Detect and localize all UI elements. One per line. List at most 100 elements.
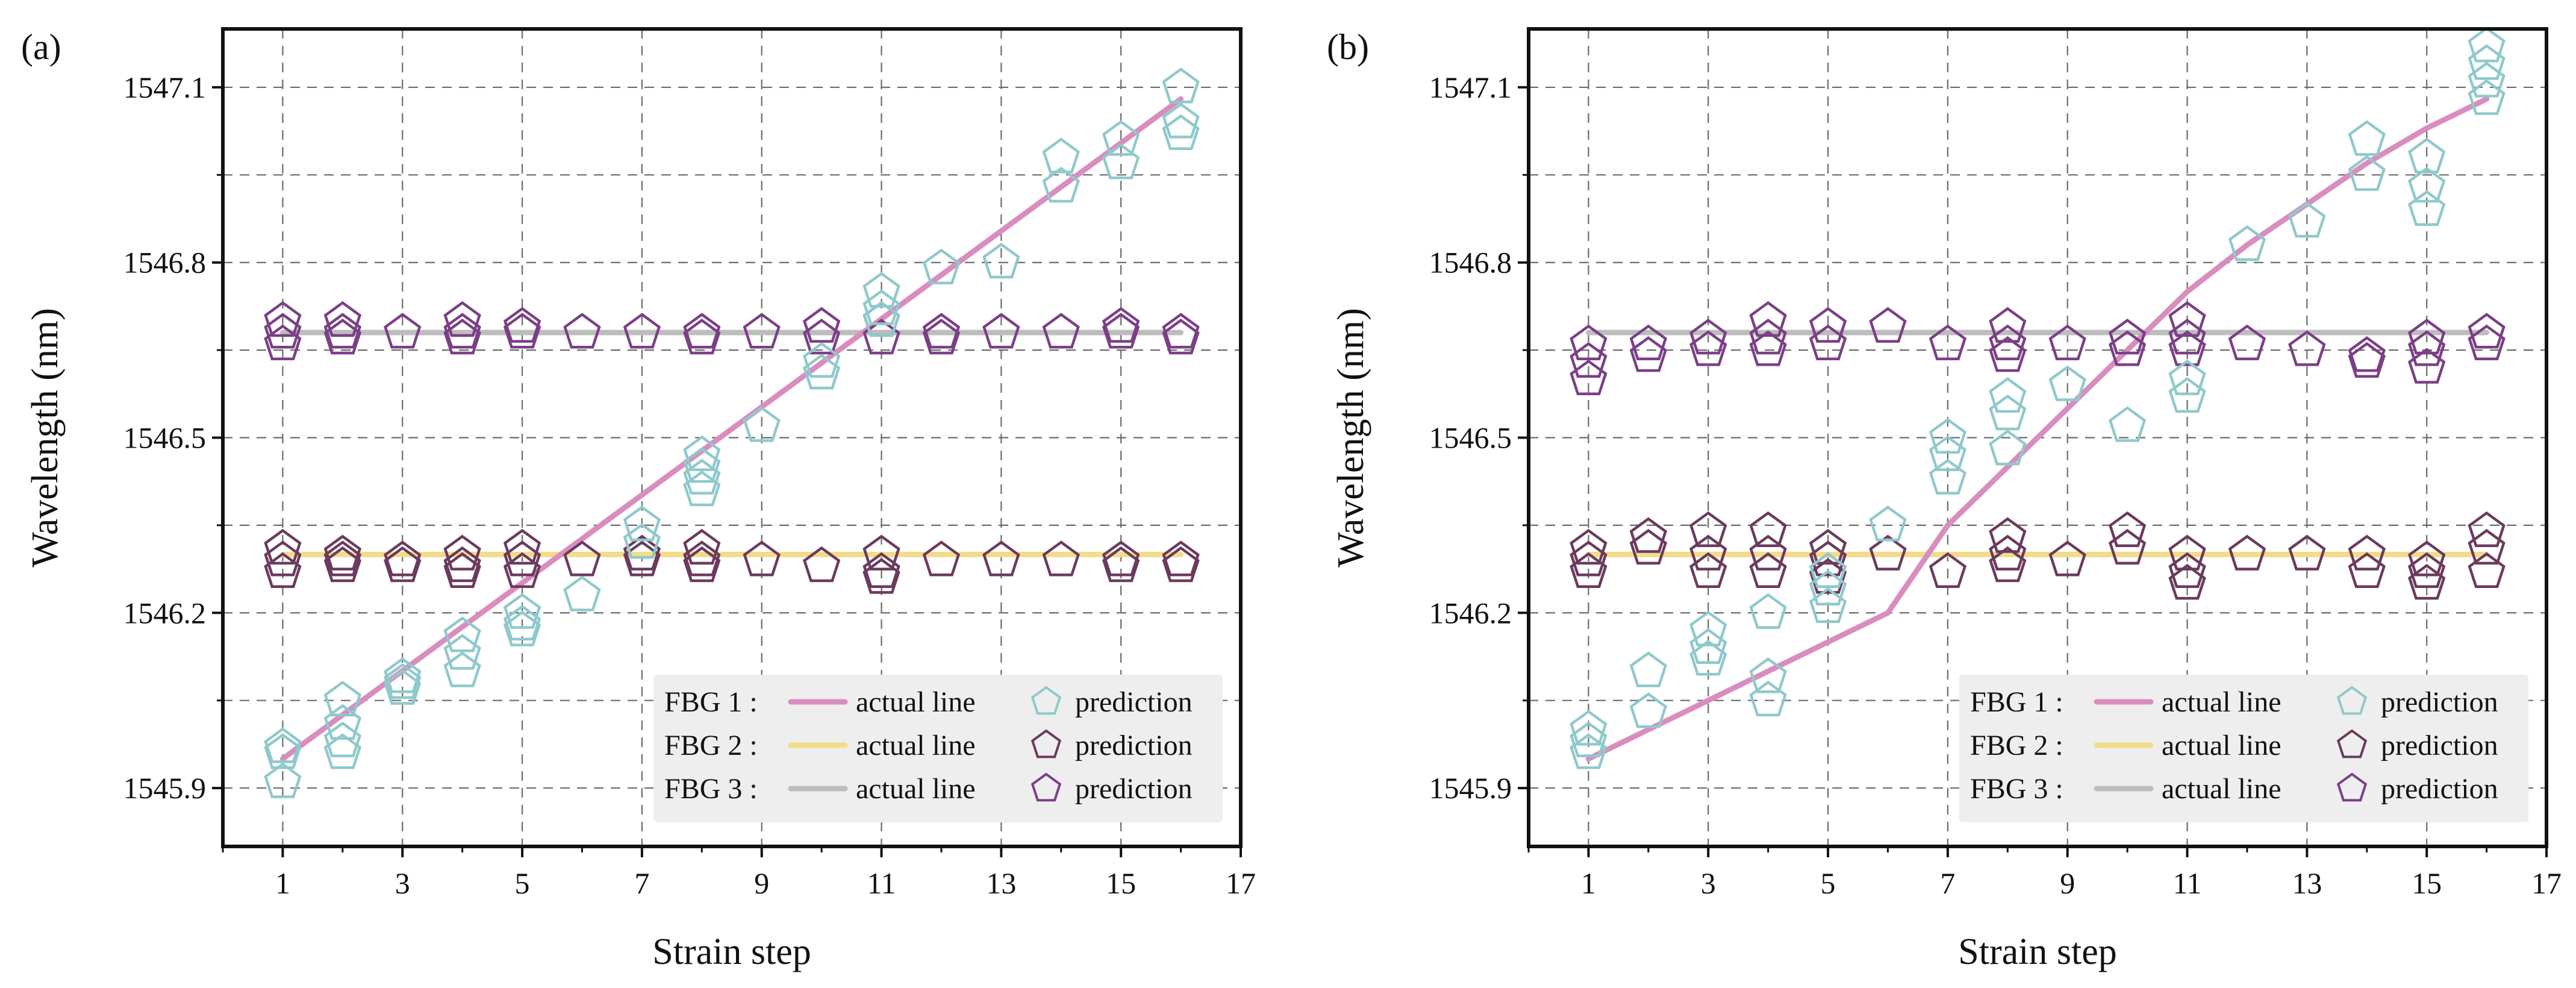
prediction-marker-fbg2 xyxy=(443,534,481,571)
prediction-marker-fbg1 xyxy=(1042,166,1080,203)
prediction-marker-fbg3 xyxy=(623,313,661,349)
prediction-marker-fbg3 xyxy=(2168,330,2206,366)
prediction-marker-fbg2 xyxy=(1989,534,2027,571)
legend-marker-swatch xyxy=(2336,772,2368,802)
legend-line-label: actual line xyxy=(856,686,976,718)
prediction-marker-fbg2 xyxy=(2048,540,2086,577)
prediction-marker-fbg3 xyxy=(323,301,362,337)
prediction-marker-fbg2 xyxy=(384,540,422,577)
prediction-marker-fbg2 xyxy=(2168,534,2206,571)
prediction-marker-fbg2 xyxy=(1989,546,2027,583)
prediction-marker-fbg1 xyxy=(1929,435,1967,472)
legend-group-label: FBG 2 : xyxy=(664,730,758,761)
prediction-marker-fbg2 xyxy=(2468,552,2506,588)
prediction-marker-fbg3 xyxy=(2228,324,2266,360)
prediction-marker-fbg1 xyxy=(503,593,541,629)
prediction-marker-fbg2 xyxy=(1809,540,1847,577)
prediction-marker-fbg3 xyxy=(982,313,1020,349)
prediction-marker-fbg2 xyxy=(1102,546,1140,583)
prediction-marker-fbg2 xyxy=(1042,540,1080,577)
prediction-marker-fbg3 xyxy=(1042,313,1080,349)
prediction-marker-fbg2 xyxy=(1102,540,1140,577)
legend-marker-swatch xyxy=(1031,729,1062,758)
prediction-marker-fbg2 xyxy=(1570,540,1608,577)
prediction-marker-fbg1 xyxy=(982,242,1020,279)
legend-line-label: actual line xyxy=(2162,773,2281,805)
prediction-marker-fbg2 xyxy=(862,552,900,588)
legend-group-label: FBG 2 : xyxy=(1970,730,2063,761)
legend-group-label: FBG 1 : xyxy=(664,686,758,718)
prediction-marker-fbg2 xyxy=(323,534,362,571)
x-tick-label: 13 xyxy=(986,866,1016,900)
prediction-marker-fbg2 xyxy=(323,546,362,583)
prediction-group-fbg2 xyxy=(1570,511,2506,600)
prediction-marker-fbg3 xyxy=(1809,324,1847,360)
prediction-marker-fbg2 xyxy=(384,546,422,583)
prediction-marker-fbg2 xyxy=(862,558,900,594)
y-tick-label: 1545.9 xyxy=(1429,771,1512,805)
prediction-marker-fbg2 xyxy=(2407,540,2446,577)
actual-line-fbg1 xyxy=(1585,96,2490,762)
prediction-group-fbg3 xyxy=(1570,301,2506,396)
prediction-marker-fbg1 xyxy=(862,301,900,337)
prediction-marker-fbg1 xyxy=(2468,61,2506,98)
prediction-marker-fbg3 xyxy=(264,313,302,349)
prediction-marker-fbg3 xyxy=(2288,330,2326,366)
x-tick-label: 11 xyxy=(2172,866,2201,900)
x-tick-label: 7 xyxy=(634,866,649,900)
panel-label: (a) xyxy=(21,27,61,67)
prediction-marker-fbg3 xyxy=(1629,324,1668,360)
x-tick-label: 5 xyxy=(515,866,530,900)
legend-line-label: actual line xyxy=(856,730,976,761)
prediction-marker-fbg1 xyxy=(2468,79,2506,115)
prediction-marker-fbg2 xyxy=(2168,552,2206,588)
prediction-marker-fbg1 xyxy=(1929,417,1967,454)
prediction-marker-fbg2 xyxy=(503,528,541,565)
prediction-marker-fbg3 xyxy=(2407,348,2446,384)
legend-group-label: FBG 1 : xyxy=(1970,686,2063,718)
legend-marker-swatch xyxy=(2336,729,2368,758)
prediction-marker-fbg3 xyxy=(503,307,541,343)
x-axis-label: Strain step xyxy=(652,931,811,972)
legend-marker-label: prediction xyxy=(2381,686,2498,718)
prediction-marker-fbg1 xyxy=(503,604,541,641)
prediction-marker-fbg2 xyxy=(862,534,900,571)
prediction-group-fbg2 xyxy=(264,528,1200,594)
prediction-marker-fbg1 xyxy=(1162,114,1200,150)
prediction-marker-fbg1 xyxy=(2468,27,2506,63)
prediction-marker-fbg1 xyxy=(443,634,481,670)
prediction-marker-fbg2 xyxy=(1749,534,1787,571)
legend-marker-label: prediction xyxy=(1075,686,1193,718)
actual-line-fbg1 xyxy=(279,96,1184,762)
y-tick-label: 1546.2 xyxy=(123,596,207,630)
prediction-marker-fbg1 xyxy=(1809,552,1847,588)
prediction-marker-fbg2 xyxy=(1989,517,2027,553)
prediction-marker-fbg2 xyxy=(2168,564,2206,600)
prediction-marker-fbg1 xyxy=(862,289,900,325)
prediction-marker-fbg1 xyxy=(503,610,541,646)
prediction-marker-fbg1 xyxy=(1570,721,1608,758)
prediction-marker-fbg1 xyxy=(384,669,422,705)
prediction-marker-fbg1 xyxy=(443,616,481,652)
legend: FBG 1 : actual line prediction FBG 2 : actua… xyxy=(1959,675,2528,822)
prediction-marker-fbg2 xyxy=(2468,528,2506,565)
prediction-marker-fbg3 xyxy=(802,307,841,343)
y-axis-label: Wavelength (nm) xyxy=(1330,308,1371,567)
prediction-marker-fbg3 xyxy=(264,301,302,337)
prediction-marker-fbg3 xyxy=(2348,336,2386,372)
prediction-marker-fbg2 xyxy=(922,540,961,577)
prediction-marker-fbg1 xyxy=(1042,137,1080,174)
prediction-marker-fbg2 xyxy=(2407,552,2446,588)
prediction-marker-fbg1 xyxy=(384,657,422,693)
prediction-marker-fbg3 xyxy=(683,318,721,355)
grid xyxy=(223,29,1241,846)
prediction-marker-fbg2 xyxy=(323,540,362,577)
prediction-marker-fbg2 xyxy=(2348,534,2386,571)
prediction-marker-fbg3 xyxy=(323,313,362,349)
prediction-marker-fbg3 xyxy=(1162,318,1200,355)
prediction-marker-fbg3 xyxy=(2108,330,2147,366)
prediction-marker-fbg2 xyxy=(1749,511,1787,548)
prediction-marker-fbg3 xyxy=(2168,318,2206,355)
legend-marker-label: prediction xyxy=(2381,730,2498,761)
